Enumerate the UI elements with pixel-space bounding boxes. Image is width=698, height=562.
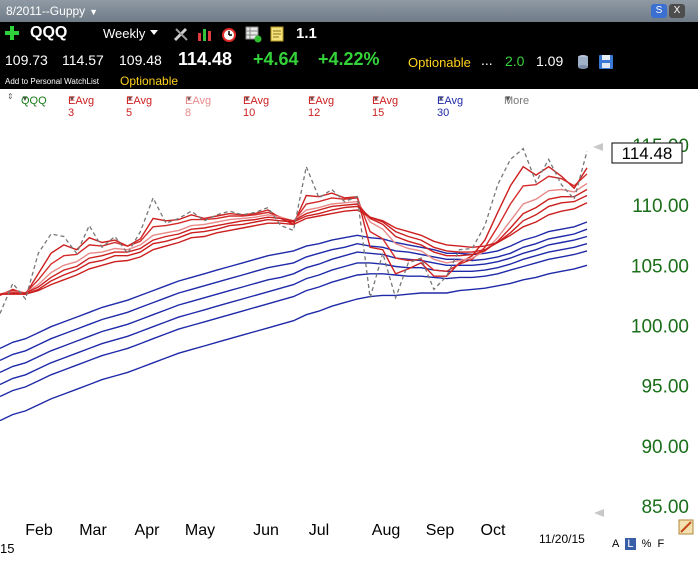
period-select[interactable]: Weekly: [103, 26, 146, 41]
title-dropdown-caret[interactable]: ▼: [89, 7, 99, 17]
optionable-label: Optionable: [408, 55, 471, 70]
s-badge-button[interactable]: S: [651, 4, 667, 18]
scale-a-button[interactable]: A: [612, 538, 620, 550]
window-title-bar: 8/2011--Guppy ▼ S X: [0, 0, 698, 22]
open-value: 109.73: [5, 52, 48, 68]
scroll-arrow-bottom-icon[interactable]: [594, 509, 604, 517]
chevron-down-icon[interactable]: [150, 30, 158, 35]
footer-year-partial: 15: [0, 541, 15, 556]
add-watchlist-link[interactable]: Add to Personal WatchList: [5, 77, 99, 86]
y-tick-label: 95.00: [641, 377, 689, 398]
optionable-label-2: Optionable: [120, 74, 179, 88]
legend-eavg-5[interactable]: EAvg 5 ▼: [126, 94, 153, 119]
scale-f-button[interactable]: F: [657, 538, 665, 550]
last-price-label: 114.48: [622, 144, 673, 163]
x-tick-label: Jul: [309, 522, 329, 539]
close-button[interactable]: X: [669, 4, 685, 18]
footer-date: 11/20/15: [539, 532, 585, 546]
price-chart[interactable]: 85.0090.0095.00100.00105.00110.00115.00 …: [0, 109, 698, 562]
series-eavg-60: [0, 264, 588, 422]
legend-eavg-30[interactable]: EAvg 30 ▼: [437, 94, 464, 119]
add-symbol-icon[interactable]: [5, 26, 19, 40]
change-percent: +4.22%: [318, 49, 380, 69]
more-dots[interactable]: ...: [481, 52, 493, 68]
series-eavg-45: [0, 243, 588, 386]
legend-eavg-3[interactable]: EAvg 3 ▼: [68, 94, 95, 119]
x-tick-label: Apr: [135, 522, 161, 539]
series-eavg-12: [0, 194, 588, 295]
change-value: +4.64: [253, 49, 299, 69]
green-value: 2.0: [505, 53, 525, 69]
scroll-arrow-icon[interactable]: [593, 143, 603, 151]
indicator-legend: ⇕ QQQ ▼ EAvg 3 ▼ EAvg 5 ▼ EAvg 8 ▼ EAvg …: [0, 89, 698, 119]
x-axis: Feb Mar Apr May Jun Jul Aug Sep Oct: [25, 522, 506, 539]
x-tick-label: Feb: [25, 522, 53, 539]
legend-eavg-8[interactable]: EAvg 8 ▼: [185, 94, 212, 119]
save-icon[interactable]: [597, 53, 615, 71]
legend-qqq[interactable]: QQQ ▼: [21, 94, 47, 107]
alarm-clock-icon[interactable]: [220, 25, 238, 43]
database-icon[interactable]: [574, 53, 592, 71]
series-eavg-35: [0, 228, 588, 362]
scale-percent-button[interactable]: %: [641, 538, 652, 550]
last-price: 114.48: [178, 49, 233, 69]
series-eavg-50: [0, 250, 588, 398]
y-tick-label: 100.00: [631, 317, 689, 338]
legend-eavg-10[interactable]: EAvg 10 ▼: [243, 94, 270, 119]
y-tick-label: 85.00: [641, 497, 689, 518]
legend-more[interactable]: More ▼: [504, 94, 530, 107]
series-eavg-5: [0, 173, 588, 295]
series-eavg-30: [0, 221, 588, 350]
tools-icon[interactable]: [172, 25, 190, 43]
bar-chart-icon[interactable]: [196, 25, 214, 43]
white-value: 1.09: [536, 53, 564, 69]
symbol-label[interactable]: QQQ: [30, 24, 68, 41]
x-tick-label: Oct: [481, 522, 506, 539]
legend-eavg-12[interactable]: EAvg 12 ▼: [308, 94, 335, 119]
note-icon[interactable]: [268, 25, 286, 43]
window-title[interactable]: 8/2011--Guppy ▼: [6, 4, 99, 18]
scale-l-button[interactable]: L: [625, 538, 636, 550]
legend-eavg-15[interactable]: EAvg 15 ▼: [372, 94, 399, 119]
x-tick-label: Sep: [426, 522, 455, 539]
x-tick-label: Aug: [372, 522, 400, 539]
high-value: 114.57: [62, 52, 104, 68]
version-label: 1.1: [296, 25, 317, 42]
x-tick-label: May: [185, 522, 215, 539]
edit-pencil-icon[interactable]: [678, 519, 694, 535]
collapse-arrows-icon[interactable]: ⇕: [7, 92, 14, 101]
last-price-marker: 114.48: [611, 142, 683, 164]
x-tick-label: Mar: [79, 522, 107, 539]
series-eavg-15: [0, 202, 588, 295]
series-qqq: [0, 147, 588, 314]
series-layer: [0, 147, 588, 422]
series-eavg-40: [0, 235, 588, 374]
quote-toolbar: QQQ Weekly 1.1 109.73 114.57 109.48 114.…: [0, 22, 698, 89]
x-tick-label: Jun: [253, 522, 279, 539]
y-tick-label: 90.00: [641, 437, 689, 458]
y-tick-label: 110.00: [632, 196, 689, 217]
grid-add-icon[interactable]: [244, 25, 262, 43]
series-eavg-3: [0, 165, 588, 297]
low-value: 109.48: [119, 52, 162, 68]
y-tick-label: 105.00: [631, 256, 689, 277]
scale-buttons: A L % F: [612, 538, 664, 550]
